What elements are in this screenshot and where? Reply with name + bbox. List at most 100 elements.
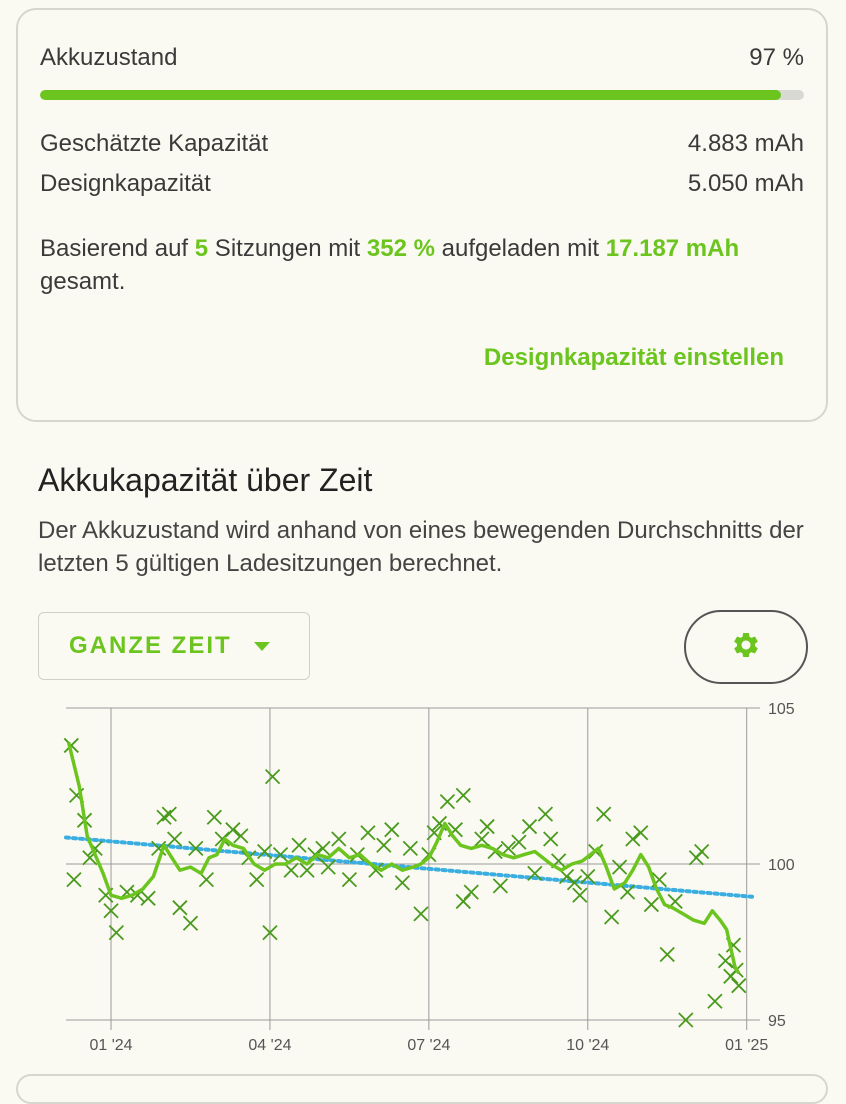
- marker-stroke: [694, 843, 710, 860]
- marker-stroke: [426, 825, 442, 841]
- session-marker: [643, 896, 659, 913]
- marker-stroke: [603, 909, 620, 925]
- time-range-label: GANZE ZEIT: [69, 632, 232, 659]
- session-marker: [140, 890, 156, 906]
- marker-stroke: [566, 875, 583, 891]
- session-marker: [299, 862, 315, 878]
- session-marker: [439, 793, 456, 810]
- session-marker: [166, 831, 183, 847]
- marker-stroke: [543, 831, 559, 847]
- summary-text-4: gesamt.: [40, 268, 126, 295]
- marker-stroke: [625, 831, 641, 847]
- session-marker: [572, 887, 588, 903]
- session-marker: [580, 868, 596, 885]
- session-marker: [233, 828, 249, 844]
- moving-average-layer: [66, 741, 741, 975]
- session-marker: [182, 915, 199, 931]
- marker-stroke: [206, 809, 222, 825]
- session-marker: [603, 909, 620, 925]
- session-marker: [156, 809, 172, 825]
- health-progress-bar: [40, 90, 804, 100]
- session-marker: [384, 822, 400, 838]
- x-tick-label: 01 '25: [725, 1037, 768, 1054]
- health-value: 97 %: [749, 44, 804, 71]
- session-marker: [566, 875, 583, 891]
- gear-icon: [731, 630, 761, 665]
- session-marker: [527, 865, 543, 881]
- marker-stroke: [678, 1012, 694, 1028]
- session-marker: [172, 900, 188, 916]
- marker-stroke: [611, 859, 628, 875]
- summary-charged-mah: 17.187 mAh: [605, 235, 740, 262]
- estimated-capacity-value: 4.883 mAh: [687, 130, 804, 157]
- chevron-down-icon: [253, 641, 270, 651]
- session-marker: [413, 906, 429, 922]
- session-marker: [402, 840, 418, 857]
- session-marker: [521, 818, 538, 835]
- session-marker: [66, 871, 82, 888]
- marker-stroke: [511, 834, 527, 850]
- marker-stroke: [455, 893, 471, 910]
- x-tick-label: 07 '24: [407, 1037, 450, 1054]
- marker-stroke: [299, 862, 315, 878]
- health-progress-fill: [40, 90, 782, 100]
- marker-stroke: [572, 887, 588, 903]
- marker-stroke: [341, 871, 358, 888]
- capacity-chart: 95 100 105 01 '24 04 '24 07 '24 10 '24 01 '25: [63, 701, 795, 1054]
- marker-stroke: [479, 818, 495, 835]
- next-card: [16, 1074, 828, 1104]
- time-range-dropdown[interactable]: GANZE ZEIT: [38, 612, 310, 680]
- marker-stroke: [643, 896, 659, 913]
- session-marker: [376, 837, 392, 853]
- session-marker: [455, 893, 471, 910]
- chart-settings-button[interactable]: [684, 610, 808, 684]
- marker-stroke: [492, 878, 509, 894]
- session-marker: [161, 806, 177, 822]
- session-marker: [63, 737, 79, 754]
- marker-stroke: [63, 737, 79, 754]
- marker-stroke: [521, 818, 538, 835]
- session-markers: [63, 737, 747, 1028]
- marker-stroke: [225, 822, 241, 838]
- moving-average-line: [66, 741, 741, 975]
- marker-stroke: [283, 862, 299, 878]
- marker-stroke: [463, 884, 479, 900]
- marker-stroke: [108, 925, 124, 941]
- summary-charged-percent: 352 %: [366, 235, 435, 262]
- session-marker: [633, 825, 649, 841]
- session-marker: [331, 831, 347, 847]
- session-marker: [659, 946, 675, 963]
- set-design-capacity-button[interactable]: Designkapazität einstellen: [483, 344, 784, 371]
- marker-stroke: [402, 840, 418, 857]
- marker-stroke: [527, 865, 543, 881]
- session-marker: [341, 871, 358, 888]
- marker-stroke: [717, 953, 734, 969]
- marker-stroke: [474, 831, 490, 847]
- session-marker: [455, 787, 471, 803]
- health-label: Akkuzustand: [40, 44, 178, 71]
- marker-stroke: [725, 937, 742, 953]
- session-marker: [611, 859, 628, 875]
- marker-stroke: [558, 868, 575, 885]
- session-marker: [320, 859, 336, 875]
- session-marker: [492, 878, 509, 894]
- marker-stroke: [580, 868, 596, 885]
- marker-stroke: [376, 837, 392, 853]
- session-marker: [103, 903, 119, 919]
- marker-stroke: [331, 831, 347, 847]
- marker-stroke: [257, 843, 273, 860]
- marker-stroke: [320, 859, 336, 875]
- marker-stroke: [659, 946, 675, 963]
- battery-health-card: Akkuzustand 97 % Geschätzte Kapazität 4.…: [16, 8, 828, 422]
- session-marker: [543, 831, 559, 847]
- marker-stroke: [439, 793, 456, 810]
- marker-stroke: [596, 806, 612, 822]
- summary-text-1: Basierend auf: [40, 235, 195, 262]
- session-marker: [225, 822, 241, 838]
- session-marker: [511, 834, 527, 850]
- session-marker: [249, 871, 265, 888]
- marker-stroke: [198, 871, 215, 888]
- section-title: Akkukapazität über Zeit: [38, 462, 373, 498]
- session-marker: [394, 875, 411, 891]
- marker-stroke: [166, 831, 183, 847]
